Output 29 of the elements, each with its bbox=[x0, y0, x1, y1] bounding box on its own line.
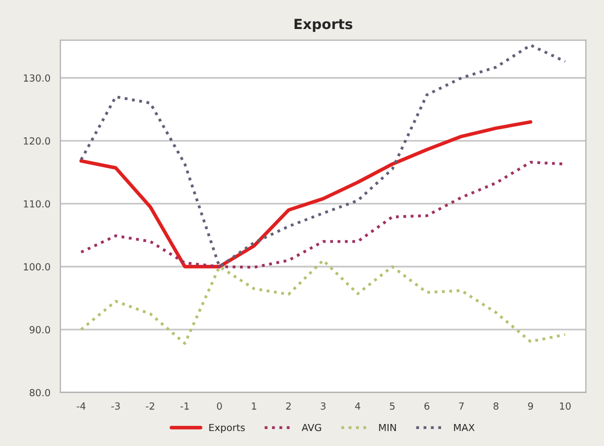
legend-label: MAX bbox=[454, 424, 475, 432]
x-tick-label: -3 bbox=[111, 402, 120, 410]
y-tick-label: 120.0 bbox=[24, 137, 50, 145]
y-tick-label: 110.0 bbox=[24, 200, 50, 208]
x-tick-label: 1 bbox=[252, 402, 256, 410]
x-tick-label: -2 bbox=[146, 402, 154, 410]
x-tick-label: 9 bbox=[528, 402, 533, 410]
x-tick-label: 3 bbox=[320, 402, 326, 410]
y-tick-label: 130.0 bbox=[24, 74, 50, 82]
line-series bbox=[79, 120, 532, 268]
line-series bbox=[80, 258, 567, 345]
x-tick-label: 10 bbox=[560, 402, 571, 410]
y-tick-label: 100.0 bbox=[24, 263, 50, 270]
x-tick-label: 0 bbox=[216, 402, 222, 410]
legend-label: MIN bbox=[379, 424, 396, 432]
x-tick-label: -1 bbox=[180, 402, 189, 410]
x-tick-label: 7 bbox=[459, 402, 464, 410]
y-tick-label: 90.0 bbox=[30, 326, 50, 334]
legend-label: Exports bbox=[209, 424, 245, 434]
x-tick-label: -4 bbox=[76, 402, 86, 410]
legend-label: AVG bbox=[302, 424, 322, 432]
x-tick-label: 4 bbox=[355, 402, 360, 410]
chart-title: Exports bbox=[294, 18, 352, 32]
line-series bbox=[80, 44, 567, 268]
x-tick-label: 5 bbox=[390, 402, 395, 410]
x-tick-label: 2 bbox=[286, 402, 291, 410]
y-tick-label: 80.0 bbox=[30, 388, 50, 396]
x-tick-label: 6 bbox=[424, 402, 430, 410]
x-tick-label: 8 bbox=[494, 402, 498, 410]
